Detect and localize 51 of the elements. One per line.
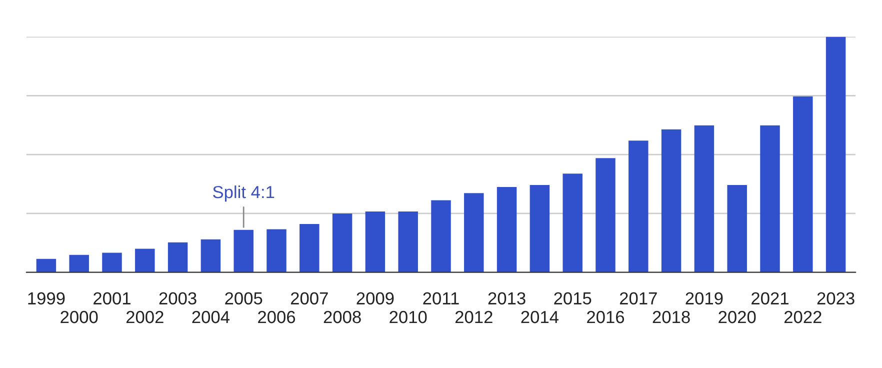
bar (760, 125, 780, 272)
x-tick-label: 2007 (290, 292, 328, 305)
x-tick-label: 2008 (324, 310, 361, 324)
bar (628, 140, 648, 272)
bar (398, 212, 418, 272)
x-tick-label: 2006 (258, 310, 296, 324)
x-tick-label: 2012 (455, 310, 492, 324)
bar (826, 36, 846, 272)
bar (300, 224, 320, 272)
x-tick-label: 2017 (620, 292, 657, 305)
bar (36, 258, 56, 272)
bar (464, 193, 484, 272)
bar (135, 248, 155, 272)
x-tick-label: 2014 (521, 310, 559, 324)
x-tick-label: 2002 (126, 310, 164, 324)
x-tick-label: 2023 (817, 292, 854, 305)
x-tick-label: 2020 (718, 310, 756, 324)
bar (332, 213, 352, 272)
x-tick-label: 2015 (554, 292, 592, 305)
x-tick-label: 2016 (587, 310, 624, 324)
bar (69, 254, 89, 272)
bar (727, 184, 747, 272)
bar (661, 129, 682, 272)
x-tick-label: 2003 (159, 292, 196, 305)
bar (530, 184, 550, 272)
bar (694, 125, 714, 272)
bar (365, 212, 386, 272)
x-tick-label: 2001 (94, 292, 130, 305)
annotation: Split 4:1 (213, 185, 274, 202)
bar (168, 242, 188, 272)
x-tick-label: 1999 (28, 292, 65, 305)
x-tick-label: 2018 (652, 310, 690, 324)
x-tick-label: 2010 (390, 310, 427, 324)
x-tick-label: 2009 (356, 292, 394, 305)
bar (266, 229, 286, 272)
x-tick-label: 2000 (60, 310, 98, 324)
x-tick-label: 2011 (423, 292, 459, 305)
x-tick-label: 2013 (488, 292, 526, 305)
bar (431, 200, 451, 272)
bar (596, 158, 616, 272)
bar (234, 230, 254, 272)
x-tick-label: 2022 (784, 310, 822, 324)
bar (200, 239, 221, 272)
x-tick-label: 2004 (192, 310, 230, 324)
x-tick-label: 2021 (752, 292, 788, 305)
x-tick-label: 2005 (225, 292, 262, 305)
bar (102, 252, 122, 272)
bar (562, 174, 582, 272)
x-tick-label: 2019 (686, 292, 723, 305)
bar (496, 187, 517, 272)
bar (793, 96, 813, 272)
